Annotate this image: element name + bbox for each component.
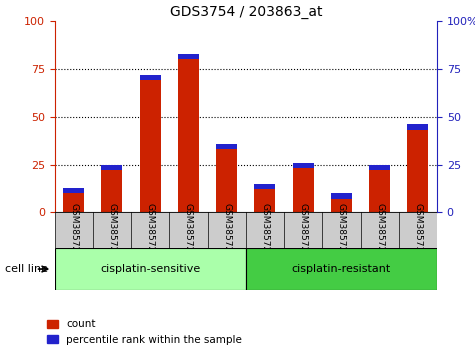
Bar bbox=[102, 165, 123, 170]
Bar bbox=[255, 184, 276, 212]
Text: GSM385722: GSM385722 bbox=[107, 203, 116, 257]
Bar bbox=[55, 248, 246, 290]
Text: GSM385730: GSM385730 bbox=[413, 202, 422, 258]
Bar bbox=[293, 163, 314, 169]
Text: GSM385729: GSM385729 bbox=[375, 202, 384, 258]
Bar bbox=[408, 125, 428, 212]
Bar bbox=[140, 75, 161, 212]
Bar bbox=[63, 188, 84, 212]
Text: cisplatin-resistant: cisplatin-resistant bbox=[292, 264, 391, 274]
Bar bbox=[293, 163, 314, 212]
Text: cell line: cell line bbox=[5, 264, 48, 274]
Bar bbox=[63, 188, 84, 193]
Bar bbox=[140, 75, 161, 80]
Title: GDS3754 / 203863_at: GDS3754 / 203863_at bbox=[170, 5, 322, 19]
Bar bbox=[369, 165, 390, 170]
Legend: count, percentile rank within the sample: count, percentile rank within the sample bbox=[43, 315, 246, 349]
Bar bbox=[216, 144, 237, 149]
Text: GSM385721: GSM385721 bbox=[69, 202, 78, 258]
Bar bbox=[255, 184, 276, 189]
Bar bbox=[331, 193, 352, 199]
Text: cisplatin-sensitive: cisplatin-sensitive bbox=[100, 264, 200, 274]
Text: GSM385728: GSM385728 bbox=[337, 202, 346, 258]
Bar bbox=[369, 165, 390, 212]
Text: GSM385727: GSM385727 bbox=[299, 202, 308, 258]
Bar bbox=[331, 193, 352, 212]
Text: GSM385724: GSM385724 bbox=[184, 203, 193, 257]
Bar bbox=[178, 54, 199, 212]
Text: GSM385723: GSM385723 bbox=[146, 202, 155, 258]
Bar bbox=[246, 248, 437, 290]
Text: GSM385726: GSM385726 bbox=[260, 202, 269, 258]
Bar bbox=[408, 125, 428, 130]
Bar bbox=[102, 165, 123, 212]
Bar bbox=[216, 144, 237, 212]
Text: GSM385725: GSM385725 bbox=[222, 202, 231, 258]
Bar bbox=[178, 54, 199, 59]
